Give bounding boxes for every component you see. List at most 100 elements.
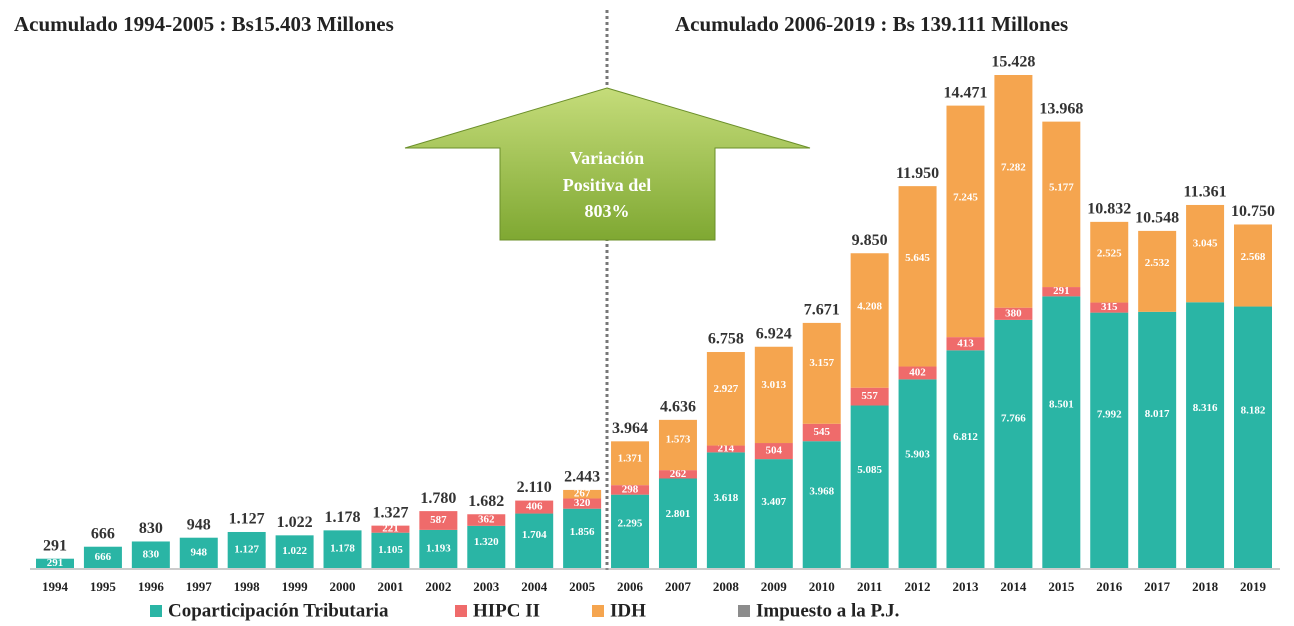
bar-segment xyxy=(1090,221,1129,303)
total-label: 1.022 xyxy=(277,514,313,531)
bar-segment xyxy=(1138,311,1177,568)
bar-segment xyxy=(994,319,1033,568)
bar-segment xyxy=(850,387,889,406)
bar-segment xyxy=(611,485,650,495)
x-tick-label: 2013 xyxy=(952,579,979,594)
segment-label: 1.193 xyxy=(426,542,451,554)
bar-segment xyxy=(611,494,650,568)
x-tick-label: 2010 xyxy=(809,579,835,594)
total-label: 1.780 xyxy=(420,490,456,507)
total-label: 13.968 xyxy=(1039,100,1083,117)
segment-label: 267 xyxy=(574,488,591,500)
segment-label: 5.177 xyxy=(1049,181,1074,193)
annotation: Variación xyxy=(570,148,644,168)
segment-label: 315 xyxy=(1101,301,1118,313)
x-tick-label: 2005 xyxy=(569,579,596,594)
bar-segment xyxy=(1042,296,1081,568)
bar-segment xyxy=(994,75,1033,308)
bar-segment xyxy=(131,541,170,568)
bar-segment xyxy=(946,350,985,568)
segment-label: 8.316 xyxy=(1193,402,1218,414)
segment-label: 3.013 xyxy=(761,379,786,391)
bar-segment xyxy=(1234,224,1272,307)
bar-segment xyxy=(36,558,74,568)
total-label: 1.178 xyxy=(325,509,361,526)
bar-segment xyxy=(802,322,841,424)
bar-segment xyxy=(658,470,697,479)
segment-label: 1.856 xyxy=(570,526,595,538)
total-label: 830 xyxy=(139,520,163,537)
legend-label: Coparticipación Tributaria xyxy=(168,600,389,621)
bar-segment xyxy=(946,105,985,338)
bar-segment xyxy=(754,346,793,444)
segment-label: 7.992 xyxy=(1097,408,1122,420)
total-label: 10.832 xyxy=(1087,201,1131,218)
bar-segment xyxy=(467,525,506,568)
segment-label: 557 xyxy=(861,390,878,402)
x-tick-label: 2001 xyxy=(377,579,403,594)
bar-segment xyxy=(994,307,1033,320)
x-tick-label: 2002 xyxy=(425,579,451,594)
legend-label: HIPC II xyxy=(473,600,540,621)
annotation: Positiva del xyxy=(563,175,652,195)
segment-label: 1.022 xyxy=(282,545,307,557)
x-tick-label: 1996 xyxy=(138,579,165,594)
header-left: Acumulado 1994-2005 : Bs15.403 Millones xyxy=(14,12,394,36)
bar-segment xyxy=(227,531,266,568)
x-tick-label: 2008 xyxy=(713,579,740,594)
bar-segment xyxy=(754,459,793,568)
segment-label: 3.157 xyxy=(809,357,834,369)
total-label: 666 xyxy=(91,525,115,542)
total-label: 15.428 xyxy=(991,54,1035,71)
total-label: 1.327 xyxy=(372,504,408,521)
bar-segment xyxy=(802,441,841,568)
x-tick-label: 1997 xyxy=(186,579,213,594)
bar-segment xyxy=(275,535,314,568)
segment-label: 1.178 xyxy=(330,543,355,555)
segment-label: 666 xyxy=(95,551,112,563)
bar-segment xyxy=(1042,121,1081,288)
bar-segment xyxy=(1090,302,1129,313)
bar-segment xyxy=(611,441,650,486)
total-label: 7.671 xyxy=(804,302,840,319)
segment-label: 5.645 xyxy=(905,252,930,264)
segment-label: 948 xyxy=(191,546,208,558)
bar-segment xyxy=(515,500,554,514)
total-label: 1.682 xyxy=(468,493,504,510)
legend-label: Impuesto a la P.J. xyxy=(756,600,899,621)
bar-segment xyxy=(323,530,362,568)
bar-segment xyxy=(658,419,697,471)
x-tick-label: 2000 xyxy=(330,579,356,594)
bar-segment xyxy=(706,452,745,568)
segment-label: 2.532 xyxy=(1145,257,1170,269)
bar-segment xyxy=(467,514,506,526)
total-label: 11.950 xyxy=(896,165,939,182)
bar-segment xyxy=(419,511,458,530)
bar-segment xyxy=(658,478,697,568)
x-tick-label: 1999 xyxy=(282,579,309,594)
segment-label: 8.182 xyxy=(1241,405,1266,417)
segment-label: 413 xyxy=(957,337,974,349)
segment-label: 3.407 xyxy=(761,496,786,508)
total-label: 10.750 xyxy=(1231,203,1275,220)
legend-swatch xyxy=(150,605,162,617)
segment-label: 2.927 xyxy=(714,383,739,395)
bar-segment xyxy=(179,537,218,568)
segment-label: 291 xyxy=(1053,285,1070,297)
segment-label: 7.245 xyxy=(953,192,978,204)
x-tick-label: 2003 xyxy=(473,579,500,594)
total-label: 11.361 xyxy=(1184,184,1227,201)
segment-label: 2.295 xyxy=(618,518,643,530)
total-label: 3.964 xyxy=(612,420,648,437)
segment-label: 1.105 xyxy=(378,544,403,556)
segment-label: 2.801 xyxy=(666,508,691,520)
bar-segment xyxy=(1234,306,1272,568)
segment-label: 2.525 xyxy=(1097,248,1122,260)
segment-label: 1.320 xyxy=(474,536,499,548)
segment-label: 2.568 xyxy=(1241,251,1266,263)
segment-label: 8.501 xyxy=(1049,399,1074,411)
segment-label: 1.371 xyxy=(618,452,643,464)
x-tick-label: 2011 xyxy=(857,579,882,594)
legend-swatch xyxy=(455,605,467,617)
total-label: 1.127 xyxy=(229,511,265,528)
